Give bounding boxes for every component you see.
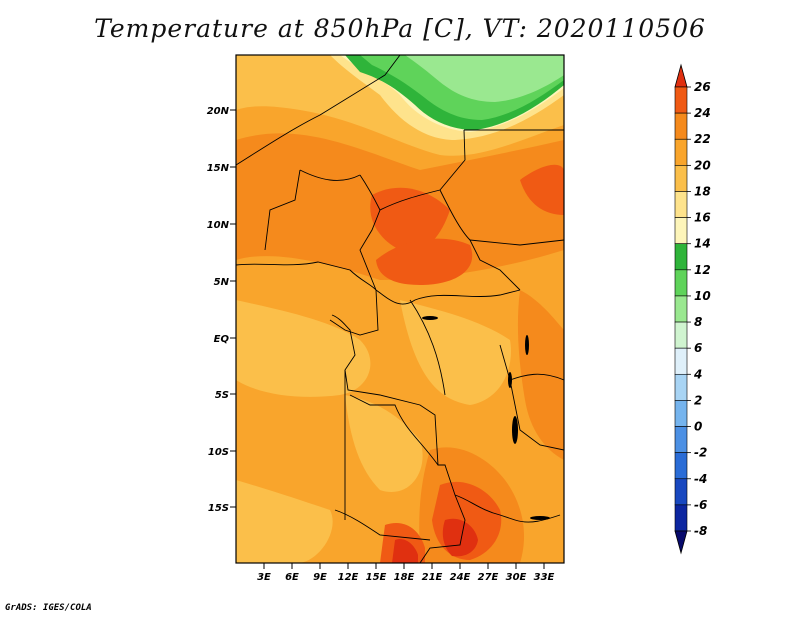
lon-label: 33E [534,572,555,583]
colorbar-label: 24 [694,106,711,120]
lon-label: 15E [366,572,387,583]
colorbar-label: 14 [694,237,711,251]
colorbar-label: -4 [694,472,707,486]
colorbar-label: 6 [694,341,702,355]
colorbar-label: 20 [694,158,711,172]
colorbar-swatch [674,321,688,349]
colorbar-swatch [674,86,688,114]
lakes [422,316,550,520]
colorbar-label: 2 [694,393,702,407]
lon-labels: 3E 6E 9E 12E 15E 18E 21E 24E 27E 30E 33E [257,572,554,583]
lon-label: 24E [450,572,471,583]
lon-label: 30E [506,572,527,583]
colorbar-swatch [674,426,688,453]
colorbar-swatch [674,112,688,140]
colorbar-label: 0 [694,420,702,434]
colorbar-label: -6 [694,498,707,512]
lon-label: 27E [478,572,499,583]
colorbar-label: 12 [694,263,711,277]
colorbar-label: 10 [694,289,711,303]
lon-ticks [263,563,545,569]
map-title: Temperature at 850hPa [C], VT: 202011050… [94,14,706,43]
colorbar-swatch [674,373,688,401]
lat-ticks [230,109,236,508]
colorbar-swatch [674,504,688,532]
lat-label: 5S [215,390,229,401]
lat-label: 10N [207,220,230,231]
lon-label: 3E [257,572,271,583]
colorbar-swatch [674,269,688,297]
colorbar-label: 8 [694,315,702,329]
colorbar-swatch [674,138,688,166]
lat-labels: 20N 15N 10N 5N EQ 5S 10S 15S [207,106,230,514]
colorbar-label: 26 [694,80,711,94]
temperature-field [236,55,564,563]
lat-label: 15N [207,163,230,174]
lat-label: 10S [208,447,229,458]
colorbar-label: 16 [694,211,711,225]
colorbar-swatch [674,243,688,271]
lon-label: 6E [285,572,299,583]
lat-label: 5N [214,277,230,288]
colorbar-swatch [674,165,688,192]
lat-label: EQ [214,334,230,345]
lon-label: 21E [422,572,443,583]
colorbar-label: -2 [694,446,707,460]
colorbar-label: -8 [694,524,707,538]
colorbar-swatch [674,347,688,375]
colorbar [674,63,688,555]
colorbar-swatch [674,217,688,245]
colorbar-swatch [674,478,688,506]
colorbar-min-triangle [674,530,688,555]
lat-label: 20N [207,106,230,117]
map-frame [235,54,565,564]
colorbar-swatch [674,400,688,427]
lon-label: 12E [338,572,359,583]
lon-label: 18E [394,572,415,583]
colorbar-swatch [674,191,688,218]
lon-label: 9E [313,572,327,583]
colorbar-swatch [674,295,688,323]
colorbar-swatch [674,452,688,480]
colorbar-label: 22 [694,132,711,146]
credit-text: GrADS: IGES/COLA [5,603,92,613]
colorbar-max-triangle [674,63,688,88]
country-borders [236,55,564,563]
colorbar-label: 18 [694,184,711,198]
colorbar-label: 4 [693,367,702,381]
lat-label: 15S [208,503,229,514]
